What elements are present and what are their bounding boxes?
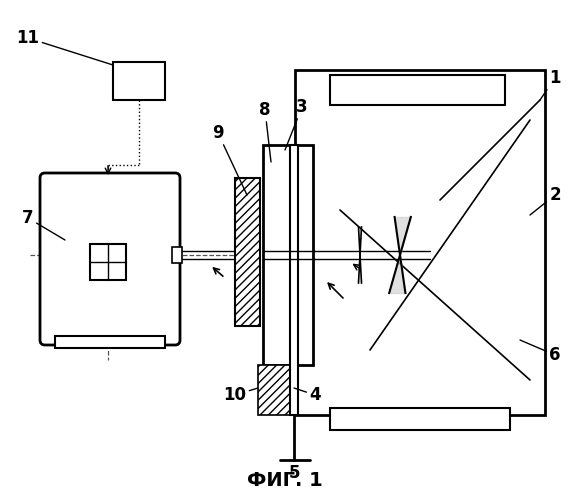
Bar [258, 365, 296, 415]
Text: 4: 4 [294, 386, 321, 404]
Text: ФИГ. 1: ФИГ. 1 [247, 470, 323, 490]
Bar [90, 244, 126, 280]
FancyBboxPatch shape [40, 173, 180, 345]
Text: 9: 9 [212, 124, 247, 195]
Bar [330, 408, 510, 430]
Text: 3: 3 [285, 98, 308, 150]
Text: 2: 2 [530, 186, 561, 215]
Bar [55, 336, 165, 348]
Text: 10: 10 [223, 386, 258, 404]
Bar [113, 62, 165, 100]
Bar [290, 145, 298, 415]
Bar [263, 145, 313, 365]
Bar [330, 75, 505, 105]
Text: 5: 5 [288, 460, 300, 482]
Text: 7: 7 [22, 209, 65, 240]
Bar [172, 247, 182, 263]
Text: 11: 11 [17, 29, 113, 65]
Text: 6: 6 [520, 340, 561, 364]
Bar [267, 155, 307, 355]
Text: 8: 8 [259, 101, 271, 162]
Text: 1: 1 [540, 69, 561, 100]
Bar [295, 70, 545, 415]
Bar [235, 178, 260, 326]
